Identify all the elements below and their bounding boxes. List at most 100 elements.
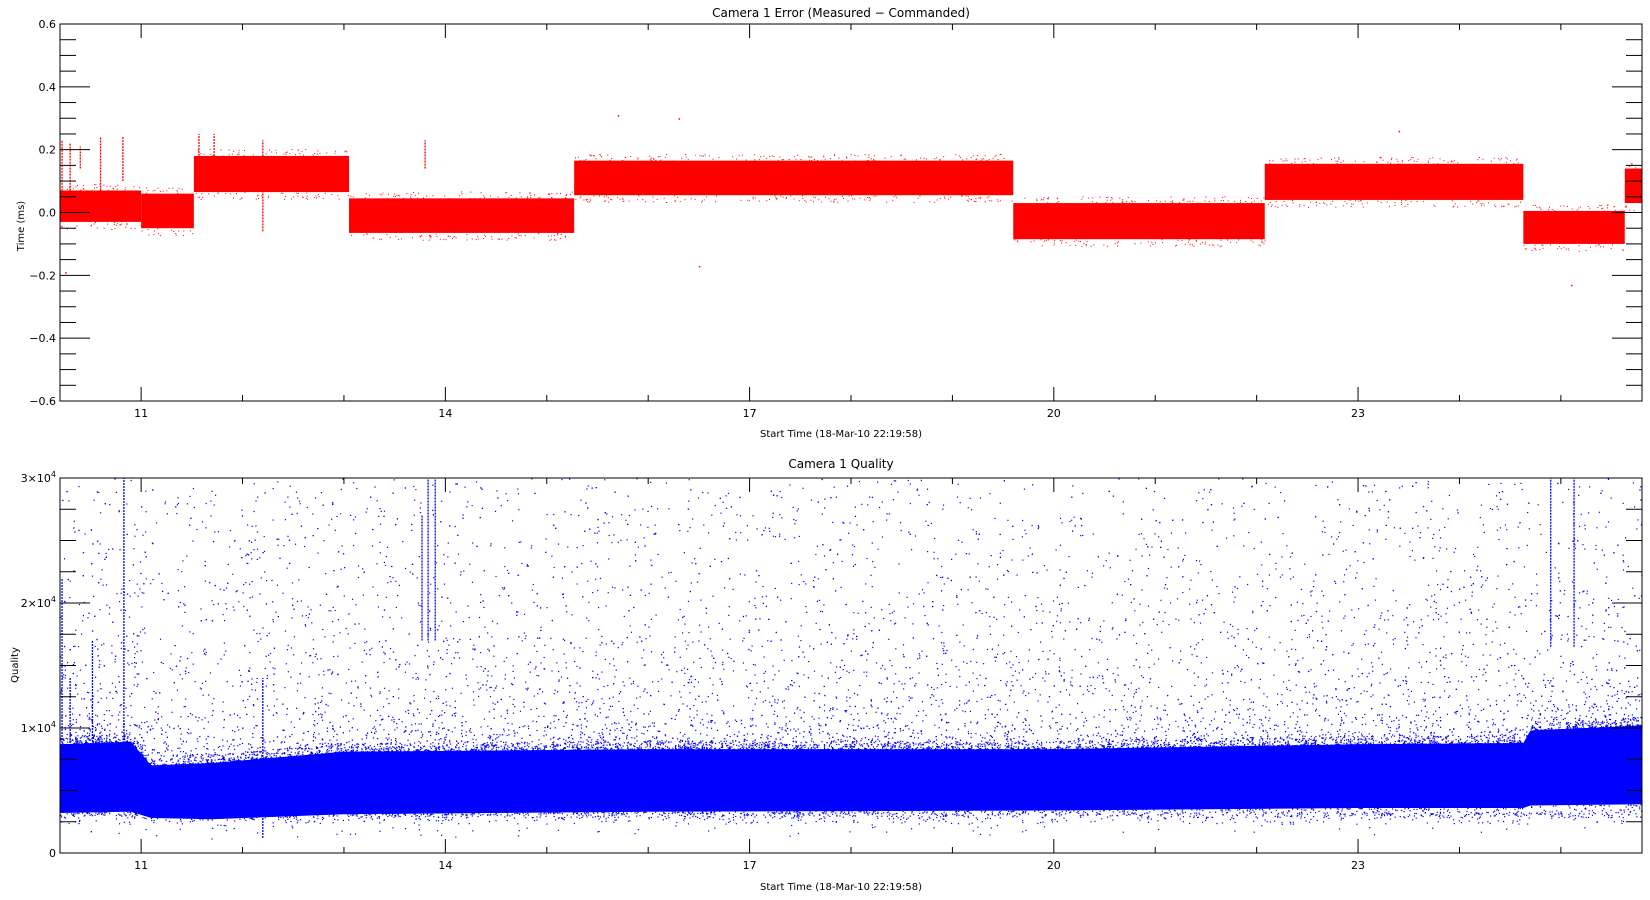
quality-point <box>374 486 376 488</box>
error-point <box>1041 198 1043 200</box>
quality-point <box>629 729 631 732</box>
quality-point <box>716 694 719 696</box>
quality-point <box>1238 717 1240 719</box>
error-point <box>93 223 95 225</box>
error-point <box>548 235 550 237</box>
quality-point <box>149 729 151 731</box>
quality-point <box>919 742 921 744</box>
error-point <box>672 160 674 162</box>
quality-point <box>163 742 165 744</box>
error-point <box>656 199 658 201</box>
quality-point <box>389 616 391 619</box>
quality-point <box>480 601 482 603</box>
error-point <box>944 198 946 200</box>
quality-point <box>962 710 964 712</box>
error-point <box>604 200 606 202</box>
error-point <box>813 201 815 203</box>
error-point <box>936 157 938 159</box>
quality-point <box>329 668 331 671</box>
quality-point <box>815 553 817 556</box>
quality-point <box>1584 693 1587 695</box>
quality-point <box>312 662 314 664</box>
error-point <box>280 192 282 194</box>
error-point <box>798 200 800 202</box>
error-point <box>870 158 872 160</box>
quality-point <box>1010 601 1013 603</box>
quality-point <box>1258 727 1261 729</box>
quality-point <box>1027 747 1029 749</box>
error-point <box>1478 157 1480 159</box>
quality-point <box>1386 739 1388 741</box>
error-point <box>1391 157 1393 159</box>
quality-point <box>69 740 71 742</box>
quality-point <box>453 712 455 715</box>
quality-point <box>683 615 685 617</box>
quality-point <box>204 580 206 582</box>
error-point <box>1330 203 1332 205</box>
quality-point <box>1572 704 1574 706</box>
quality-point <box>1415 714 1418 716</box>
error-point <box>1614 210 1616 212</box>
quality-point <box>1572 726 1574 728</box>
error-point <box>828 198 830 200</box>
error-point <box>903 158 905 160</box>
quality-point <box>654 745 656 748</box>
error-point <box>1551 209 1553 211</box>
quality-point <box>145 490 147 492</box>
error-point <box>589 200 591 202</box>
quality-point <box>1103 716 1105 718</box>
error-point <box>1417 158 1419 160</box>
quality-point <box>338 751 340 753</box>
error-point <box>114 221 116 223</box>
quality-point <box>141 606 143 608</box>
quality-point <box>186 555 188 557</box>
error-point <box>222 155 224 157</box>
error-point <box>1597 244 1599 246</box>
error-point <box>1058 201 1060 203</box>
error-point <box>527 196 529 198</box>
error-point <box>119 224 121 226</box>
quality-point <box>1310 595 1312 597</box>
quality-point <box>1047 701 1049 703</box>
error-point <box>975 198 977 200</box>
error-point <box>130 227 132 229</box>
error-point <box>107 189 109 191</box>
quality-point <box>1127 578 1130 580</box>
quality-point <box>1536 584 1538 586</box>
quality-point <box>478 688 480 690</box>
error-point <box>868 156 870 158</box>
error-point <box>896 197 898 199</box>
error-point <box>821 201 823 203</box>
quality-point <box>255 757 257 760</box>
error-point <box>103 184 105 186</box>
quality-point <box>772 665 774 667</box>
quality-point <box>1153 737 1156 740</box>
error-point <box>1567 247 1569 249</box>
quality-point <box>640 524 642 526</box>
error-point <box>459 195 461 197</box>
error-point <box>758 200 760 202</box>
quality-point <box>711 727 713 729</box>
quality-point <box>623 732 625 735</box>
quality-point <box>1198 701 1201 703</box>
quality-point <box>1056 615 1059 617</box>
quality-point <box>1280 700 1282 703</box>
quality-point <box>289 754 292 756</box>
quality-point <box>316 723 319 725</box>
error-point <box>364 197 366 199</box>
error-point <box>1535 249 1537 251</box>
error-segment <box>1624 168 1642 204</box>
error-point <box>517 233 519 235</box>
quality-point <box>728 606 730 608</box>
quality-point <box>1346 704 1348 706</box>
quality-point <box>165 731 167 733</box>
error-point <box>443 239 445 241</box>
quality-point <box>1190 579 1192 581</box>
error-point <box>1127 196 1129 198</box>
quality-point <box>438 625 440 627</box>
error-point <box>1171 200 1173 202</box>
error-point <box>571 191 573 193</box>
quality-point <box>778 535 781 537</box>
quality-point <box>311 622 313 624</box>
